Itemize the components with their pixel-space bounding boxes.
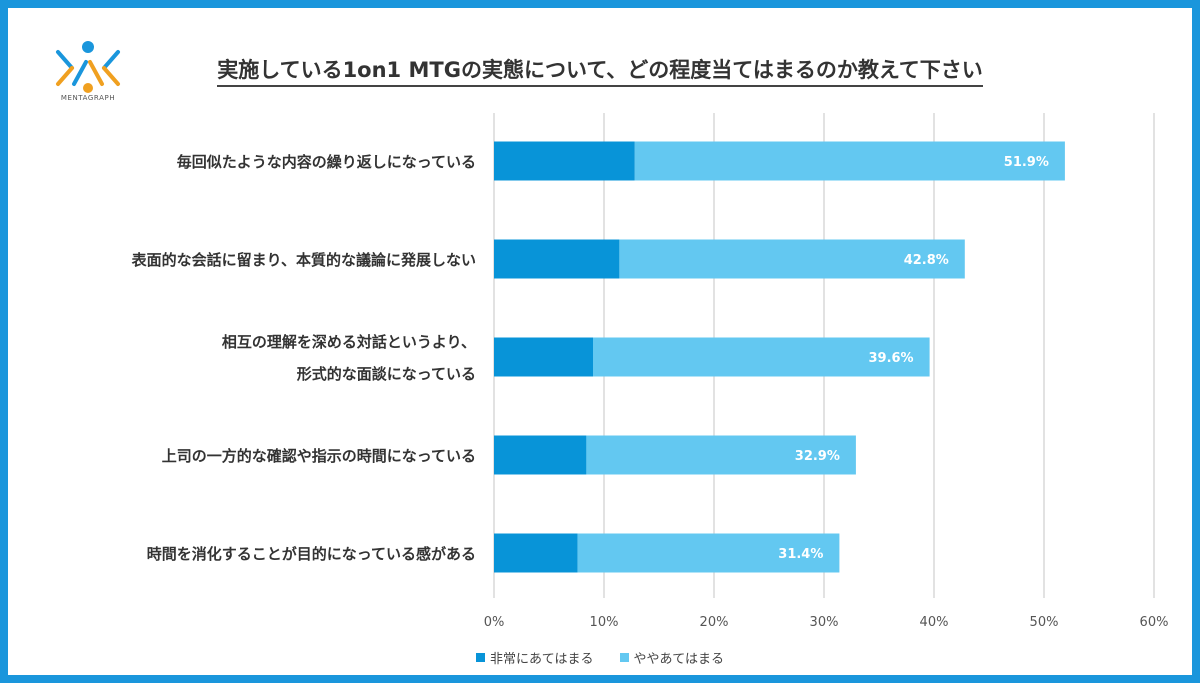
bar-0-series-1 [634,141,1065,181]
x-tick-label-4: 40% [920,615,949,630]
x-tick-label-6: 60% [1140,615,1169,630]
bar-3-series-0 [494,435,587,475]
legend: 非常にあてはまる ややあてはまる [8,648,1192,667]
category-label-2-line-0: 相互の理解を深める対話というより、 [222,333,476,351]
x-tick-label-5: 50% [1030,615,1059,630]
legend-swatch-somewhat [619,653,629,662]
bar-2-series-0 [494,337,593,377]
bar-1-series-0 [494,239,620,279]
x-tick-label-0: 0% [484,615,505,630]
data-label-3: 32.9% [795,449,840,464]
category-label-4-line-0: 時間を消化することが目的になっている感がある [147,545,476,563]
bar-4-series-0 [494,533,578,573]
bar-2-series-1 [593,337,930,377]
x-tick-label-1: 10% [590,615,619,630]
x-tick-label-3: 30% [810,615,839,630]
bar-0-series-0 [494,141,635,181]
category-label-2-line-1: 形式的な面談になっている [297,365,476,383]
logo-text: MENTAGRAPH [60,94,116,102]
x-tick-label-2: 20% [700,615,729,630]
legend-swatch-strong [476,653,486,662]
category-label-1-line-0: 表面的な会話に留まり、本質的な議論に発展しない [132,251,476,269]
bar-4-series-1 [577,533,840,573]
chart-title: 実施している1on1 MTGの実態について、どの程度当てはまるのか教えて下さい [8,54,1192,87]
legend-item-somewhat: ややあてはまる [619,648,724,667]
bar-1-series-1 [619,239,965,279]
data-label-0: 51.9% [1004,155,1049,170]
data-label-1: 42.8% [904,253,949,268]
mentagraph-logo: MENTAGRAPH [48,38,128,102]
mentagraph-logo-icon [56,41,120,93]
category-label-3-line-0: 上司の一方的な確認や指示の時間になっている [162,447,476,465]
chart-frame: MENTAGRAPH 実施している1on1 MTGの実態について、どの程度当ては… [8,8,1192,675]
legend-label-somewhat: ややあてはまる [633,652,724,667]
data-label-2: 39.6% [868,351,913,366]
legend-label-strong: 非常にあてはまる [490,652,594,667]
bar-3-series-1 [586,435,856,475]
category-label-0-line-0: 毎回似たような内容の繰り返しになっている [177,153,476,171]
chart-title-text: 実施している1on1 MTGの実態について、どの程度当てはまるのか教えて下さい [217,58,983,87]
data-label-4: 31.4% [778,547,823,562]
chart-plot: 0% 10% 20% 30% 40% 50% 60% 51.9% 毎回似たような内容の繰り返しに… [132,113,1169,630]
legend-item-strong: 非常にあてはまる [476,648,594,667]
